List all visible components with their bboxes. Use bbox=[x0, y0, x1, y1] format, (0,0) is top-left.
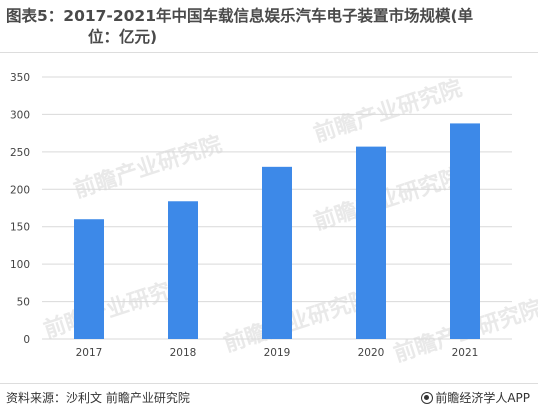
bars bbox=[74, 123, 480, 339]
x-tick-label: 2021 bbox=[452, 347, 479, 359]
chart-title: 图表5：2017-2021年中国车载信息娱乐汽车电子装置市场规模(单 位：亿元) bbox=[6, 6, 532, 48]
brand-logo-icon bbox=[421, 391, 434, 404]
y-tick-label: 100 bbox=[10, 259, 30, 271]
y-tick-label: 250 bbox=[10, 147, 30, 159]
y-tick-label: 0 bbox=[23, 334, 30, 346]
x-tick-label: 2020 bbox=[358, 347, 385, 359]
chart-title-line-2: 位：亿元) bbox=[88, 28, 158, 46]
brand-name: 前瞻经济学人APP bbox=[435, 391, 530, 405]
y-axis-ticks: 0 50 100 150 200 250 300 350 bbox=[10, 72, 30, 346]
x-tick-label: 2019 bbox=[264, 347, 291, 359]
bar bbox=[450, 123, 480, 339]
footer-divider bbox=[0, 383, 538, 384]
watermark-text: 前瞻产业研究院 bbox=[311, 163, 466, 235]
watermark-text: 前瞻产业研究院 bbox=[311, 75, 466, 147]
y-tick-label: 300 bbox=[10, 109, 30, 121]
x-axis-ticks: 2017 2018 2019 2020 2021 bbox=[76, 347, 479, 359]
watermark-text: 前瞻产业研究院 bbox=[221, 285, 376, 357]
bar bbox=[168, 201, 198, 339]
title-divider bbox=[0, 52, 538, 53]
y-tick-label: 50 bbox=[17, 297, 30, 309]
bar bbox=[356, 146, 386, 339]
brand-footer: 前瞻经济学人APP bbox=[421, 389, 530, 406]
source-note: 资料来源：沙利文 前瞻产业研究院 bbox=[6, 391, 190, 405]
x-tick-label: 2018 bbox=[170, 347, 197, 359]
x-tick-label: 2017 bbox=[76, 347, 103, 359]
bar bbox=[74, 219, 104, 339]
y-tick-label: 200 bbox=[10, 184, 30, 196]
watermark-text: 前瞻产业研究院 bbox=[71, 131, 226, 203]
chart-title-line-1: 图表5：2017-2021年中国车载信息娱乐汽车电子装置市场规模(单 bbox=[6, 7, 474, 25]
bar-chart: 前瞻产业研究院前瞻产业研究院前瞻产业研究院前瞻产业研究院前瞻产业研究院前瞻产业研… bbox=[10, 72, 538, 368]
bar bbox=[262, 166, 292, 339]
y-tick-label: 350 bbox=[10, 72, 30, 84]
chart-title-block: 图表5：2017-2021年中国车载信息娱乐汽车电子装置市场规模(单 位：亿元) bbox=[6, 6, 532, 48]
y-tick-label: 150 bbox=[10, 222, 30, 234]
